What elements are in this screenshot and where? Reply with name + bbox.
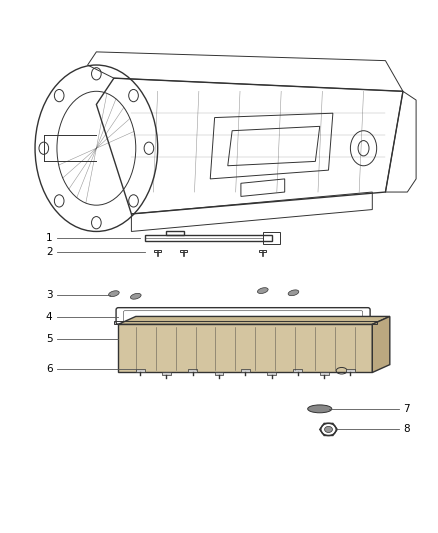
Polygon shape: [118, 317, 390, 324]
Text: 5: 5: [46, 334, 53, 344]
Text: 2: 2: [46, 247, 53, 257]
Ellipse shape: [109, 290, 119, 296]
Text: 8: 8: [403, 424, 410, 434]
Text: 4: 4: [46, 312, 53, 322]
Text: 3: 3: [46, 290, 53, 300]
Text: 6: 6: [46, 365, 53, 374]
Polygon shape: [293, 368, 302, 372]
Polygon shape: [188, 368, 197, 372]
Ellipse shape: [288, 290, 299, 296]
Ellipse shape: [258, 288, 268, 294]
Polygon shape: [267, 372, 276, 375]
Text: 7: 7: [403, 404, 410, 414]
Ellipse shape: [131, 293, 141, 299]
Ellipse shape: [325, 426, 332, 432]
Polygon shape: [241, 368, 250, 372]
Polygon shape: [118, 324, 372, 373]
Polygon shape: [372, 317, 390, 373]
Polygon shape: [215, 372, 223, 375]
Polygon shape: [320, 372, 328, 375]
Ellipse shape: [307, 405, 332, 413]
Polygon shape: [346, 368, 355, 372]
Polygon shape: [162, 372, 171, 375]
Polygon shape: [136, 368, 145, 372]
Text: 1: 1: [46, 233, 53, 243]
